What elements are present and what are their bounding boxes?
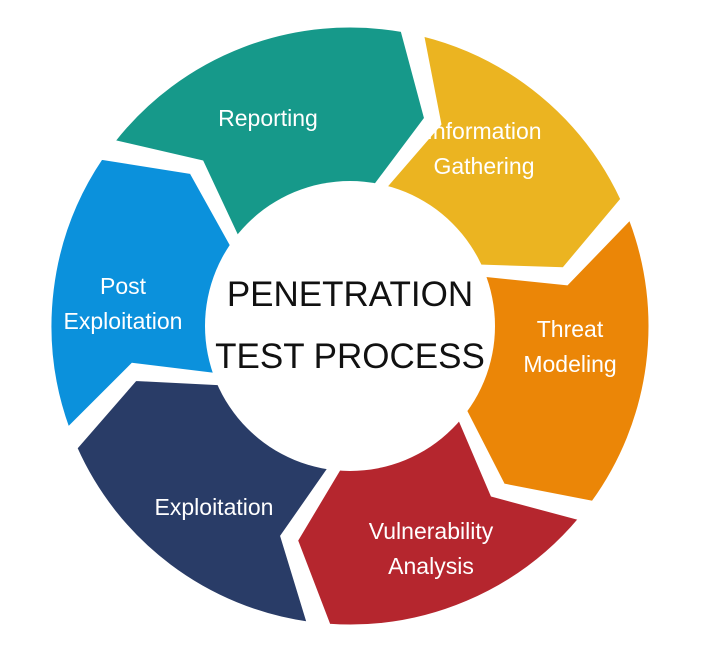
- stage-information-gathering-label-line-1: Information: [426, 118, 541, 144]
- stage-post-exploitation-label-line-1: Post: [100, 273, 147, 299]
- center-hub: [205, 181, 495, 471]
- stage-exploitation-label-line-1: Exploitation: [155, 494, 274, 520]
- stage-post-exploitation-label-line-2: Exploitation: [64, 308, 183, 334]
- stage-vulnerability-analysis-label-line-2: Analysis: [388, 553, 474, 579]
- stage-threat-modeling-label-line-2: Modeling: [523, 351, 616, 377]
- stage-vulnerability-analysis-label-line-1: Vulnerability: [369, 518, 494, 544]
- stage-information-gathering-label-line-2: Gathering: [433, 153, 534, 179]
- center-title-line-2: TEST PROCESS: [215, 337, 485, 376]
- stage-threat-modeling: Threat Modeling: [463, 215, 652, 504]
- stage-information-gathering: Information Gathering: [381, 32, 624, 271]
- cycle-segments: Reporting Information Gathering Threat Model…: [48, 24, 652, 628]
- stage-threat-modeling-label-line-1: Threat: [537, 316, 604, 342]
- stage-reporting-label-line-1: Reporting: [218, 105, 318, 131]
- center-title-line-1: PENETRATION: [227, 275, 473, 314]
